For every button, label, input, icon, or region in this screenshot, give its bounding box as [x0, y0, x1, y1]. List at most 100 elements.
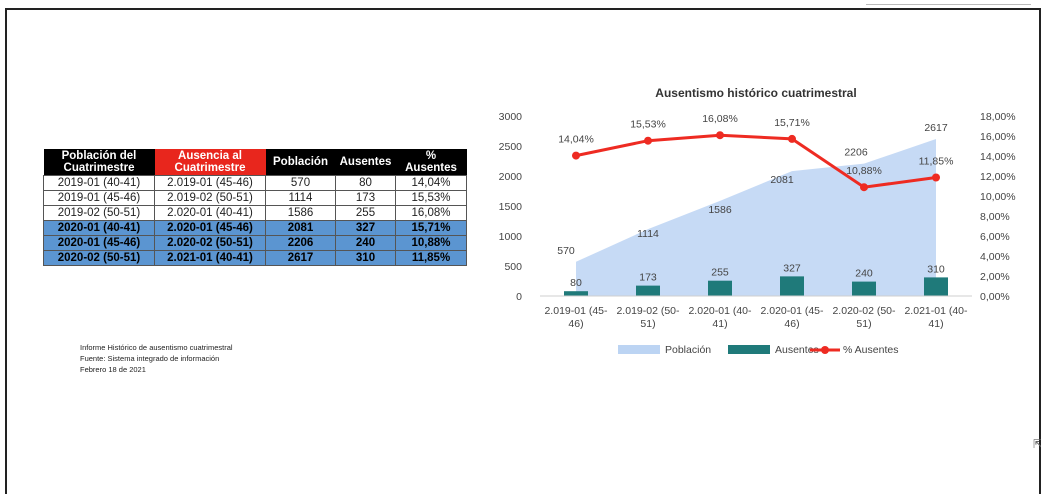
right-axis-tick-label: 6,00% — [980, 231, 1010, 243]
table-cell-periodo: 2019-01 (45-46) — [43, 190, 155, 206]
ausentes-bar — [924, 277, 948, 296]
ausentes-bar — [564, 291, 588, 296]
table-cell-pct: 10,88% — [395, 235, 467, 251]
report-notes: Informe Histórico de ausentismo cuatrime… — [80, 342, 233, 375]
pct-ausentes-point — [932, 173, 940, 182]
table-cell-ausencia: 2.019-02 (50-51) — [154, 190, 266, 206]
ausentes-bar — [708, 280, 732, 296]
table-row: 2019-01 (40-41) 2.019-01 (45-46) 570 80 14,0… — [43, 175, 467, 191]
table-cell-pct: 11,85% — [395, 250, 467, 266]
category-label: 46) — [568, 318, 583, 330]
poblacion-data-label: 2617 — [924, 122, 948, 134]
left-axis-tick-label: 1500 — [499, 201, 523, 213]
legend-poblacion-swatch — [618, 345, 660, 354]
table-cell-ausencia: 2.020-02 (50-51) — [154, 235, 266, 251]
category-label: 51) — [640, 318, 655, 330]
pct-ausentes-data-label: 14,04% — [558, 134, 594, 146]
left-axis-tick-label: 3000 — [499, 111, 523, 123]
category-label: 51) — [856, 318, 871, 330]
table-cell-ausencia: 2.019-01 (45-46) — [154, 175, 266, 191]
left-axis-tick-label: 0 — [516, 291, 522, 303]
category-label: 2.020-01 (45- — [760, 305, 824, 317]
header-periodo: Población del Cuatrimestre — [43, 149, 155, 176]
poblacion-data-label: 2081 — [770, 174, 794, 186]
pct-ausentes-point — [860, 183, 868, 192]
pct-ausentes-point — [644, 136, 652, 145]
table-body: 2019-01 (40-41) 2.019-01 (45-46) 570 80 14,0… — [43, 175, 467, 266]
table-row: 2019-01 (45-46) 2.019-02 (50-51) 1114 173 15… — [43, 190, 467, 206]
pct-ausentes-data-label: 15,71% — [774, 117, 810, 129]
header-poblacion: Población — [265, 149, 336, 176]
ausentes-bar — [780, 276, 804, 296]
table-row: 2020-02 (50-51) 2.021-01 (40-41) 2617 310 11… — [43, 250, 467, 266]
ausentes-data-label: 310 — [927, 263, 945, 275]
left-axis-tick-label: 2000 — [499, 171, 523, 183]
header-ausencia: Ausencia al Cuatrimestre — [154, 149, 266, 176]
legend-ausentes-label: Ausentes — [775, 344, 819, 356]
frame-top-border — [5, 8, 1041, 10]
ausentes-data-label: 240 — [855, 268, 873, 280]
table-cell-ausencia: 2.021-01 (40-41) — [154, 250, 266, 266]
chart-title: Ausentismo histórico cuatrimestral — [655, 86, 856, 100]
table-cell-poblacion: 2206 — [265, 235, 336, 251]
pct-ausentes-data-label: 16,08% — [702, 113, 738, 125]
right-axis-tick-label: 8,00% — [980, 211, 1010, 223]
mouse-cursor-icon: ⇱ — [1033, 437, 1041, 451]
table-cell-pct: 16,08% — [395, 205, 467, 221]
table-cell-periodo: 2019-02 (50-51) — [43, 205, 155, 221]
table-cell-periodo: 2020-01 (45-46) — [43, 235, 155, 251]
table-row: 2019-02 (50-51) 2.020-01 (40-41) 1586 255 16… — [43, 205, 467, 221]
table-cell-poblacion: 1586 — [265, 205, 336, 221]
table-cell-ausencia: 2.020-01 (40-41) — [154, 205, 266, 221]
table-cell-ausentes: 255 — [335, 205, 396, 221]
legend-pct-marker — [821, 346, 829, 354]
right-axis-tick-label: 4,00% — [980, 251, 1010, 263]
right-axis-tick-label: 12,00% — [980, 171, 1016, 183]
table-cell-ausentes: 327 — [335, 220, 396, 236]
left-axis-tick-label: 2500 — [499, 141, 523, 153]
absence-data-table: Población del Cuatrimestre Ausencia al C… — [43, 149, 467, 266]
absence-chart: Ausentismo histórico cuatrimestral 0 500 10… — [499, 86, 1016, 356]
left-axis-tick-label: 1000 — [499, 231, 523, 243]
right-axis-tick-label: 0,00% — [980, 291, 1010, 303]
table-cell-poblacion: 570 — [265, 175, 336, 191]
ausentes-bar — [852, 281, 876, 296]
right-axis-tick-label: 14,00% — [980, 151, 1016, 163]
pct-ausentes-data-label: 11,85% — [919, 156, 954, 168]
pct-ausentes-data-label: 15,53% — [630, 119, 666, 131]
poblacion-area — [576, 138, 936, 296]
category-label: 46) — [784, 318, 799, 330]
ausentes-bar — [636, 285, 660, 296]
pct-ausentes-data-label: 10,88% — [846, 165, 882, 177]
category-label: 41) — [712, 318, 727, 330]
right-axis-tick-label: 18,00% — [980, 111, 1016, 123]
pct-ausentes-point — [788, 134, 796, 143]
ausentes-data-label: 80 — [570, 277, 582, 289]
table-row: 2020-01 (45-46) 2.020-02 (50-51) 2206 240 10… — [43, 235, 467, 251]
category-label: 2.019-01 (45- — [544, 305, 608, 317]
right-axis-tick-label: 10,00% — [980, 191, 1016, 203]
poblacion-data-label: 2206 — [844, 147, 868, 159]
table-cell-ausencia: 2.020-01 (45-46) — [154, 220, 266, 236]
table-cell-periodo: 2020-02 (50-51) — [43, 250, 155, 266]
ausentes-data-label: 173 — [639, 272, 657, 284]
note-date: Febrero 18 de 2021 — [80, 365, 146, 374]
category-label: 2.020-02 (50- — [832, 305, 896, 317]
table-header-row: Población del Cuatrimestre Ausencia al C… — [43, 149, 467, 176]
table-cell-poblacion: 2081 — [265, 220, 336, 236]
poblacion-data-label: 1114 — [637, 228, 659, 240]
pct-ausentes-line — [575, 133, 937, 189]
table-cell-periodo: 2019-01 (40-41) — [43, 175, 155, 191]
table-cell-poblacion: 2617 — [265, 250, 336, 266]
header-pct-ausentes: % Ausentes — [395, 149, 467, 176]
header-ausentes: Ausentes — [335, 149, 396, 176]
table-cell-pct: 15,53% — [395, 190, 467, 206]
table-cell-pct: 15,71% — [395, 220, 467, 236]
table-cell-poblacion: 1114 — [265, 190, 336, 206]
category-label: 2.019-02 (50- — [616, 305, 680, 317]
table-cell-periodo: 2020-01 (40-41) — [43, 220, 155, 236]
table-row: 2020-01 (40-41) 2.020-01 (45-46) 2081 327 15… — [43, 220, 467, 236]
right-axis-tick-label: 16,00% — [980, 131, 1016, 143]
table-cell-pct: 14,04% — [395, 175, 467, 191]
category-label: 2.020-01 (40- — [688, 305, 752, 317]
